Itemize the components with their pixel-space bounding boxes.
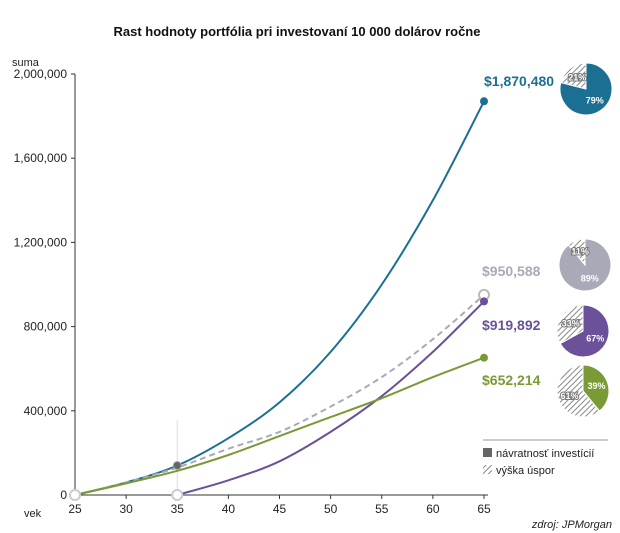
pie-returns-pct-gray: 89% [581, 274, 599, 284]
y-tick-label: 2,000,000 [14, 67, 68, 81]
legend: návratnosť investícií výška úspor [483, 439, 608, 477]
pie-savings-pct-gray: 11% [571, 247, 589, 257]
x-tick-label: 25 [68, 502, 82, 516]
series-point-teal [480, 97, 488, 106]
pie-savings-pct-teal: 21% [568, 73, 586, 83]
pie-returns-pct-purple: 67% [586, 333, 604, 343]
series-line-gray [74, 294, 485, 496]
start-marker-35 [171, 489, 184, 501]
legend-returns-label: návratnosť investícií [496, 448, 594, 460]
series-point-purple [480, 297, 488, 306]
value-label-gray: $950,588 [482, 263, 541, 279]
series-line-teal [74, 100, 485, 496]
x-tick-label: 40 [222, 502, 236, 516]
y-tick-label: 400,000 [24, 404, 68, 418]
y-tick-label: 0 [60, 488, 67, 502]
pie-savings-pct-purple: 33% [562, 319, 580, 329]
chart-title: Rast hodnoty portfólia pri investovaní 1… [114, 24, 481, 39]
source-note: zdroj: JPMorgan [531, 519, 612, 531]
x-tick-label: 35 [171, 502, 185, 516]
start-marker-25 [69, 489, 81, 501]
series-point-green [480, 353, 488, 362]
pie-savings-pct-green: 61% [560, 391, 578, 401]
value-label-purple: $919,892 [482, 317, 541, 333]
marker-layer [69, 97, 490, 501]
x-tick-label: 65 [477, 502, 491, 516]
legend-returns-swatch [483, 448, 492, 457]
x-tick-label: 30 [119, 502, 133, 516]
x-axis-ticks: 25 30 35 40 45 50 55 60 65 [68, 495, 491, 516]
value-label-teal: $1,870,480 [484, 73, 554, 89]
legend-savings-swatch [483, 465, 492, 474]
legend-savings-label: výška úspor [496, 465, 555, 477]
pie-savings-slice-purple [556, 304, 584, 345]
pie-savings-slice-green [556, 364, 601, 418]
x-tick-label: 55 [375, 502, 389, 516]
pie-returns-pct-teal: 79% [586, 95, 604, 105]
x-tick-label: 45 [273, 502, 287, 516]
series-layer [74, 100, 485, 496]
series-line-purple [177, 300, 485, 496]
pie-savings-slice-teal [560, 62, 587, 90]
pie-returns-slice-purple [559, 304, 610, 358]
pie-layer: 79% 21% 89% 11% 67% 33% 39% 61% [556, 62, 613, 418]
value-label-green: $652,214 [482, 372, 541, 388]
y-tick-label: 1,200,000 [14, 235, 68, 249]
pie-savings-slice-gray [567, 238, 586, 267]
y-tick-label: 1,600,000 [14, 151, 68, 165]
y-axis-ticks: 0 400,000 800,000 1,200,000 1,600,000 2,000,0… [14, 67, 75, 502]
series-line-green [74, 356, 485, 496]
value-label-layer: $1,870,480 $950,588 $919,892 $652,214 [482, 73, 554, 388]
x-axis-label: vek [24, 508, 42, 520]
y-tick-label: 800,000 [24, 320, 68, 334]
y-axis-label: suma [12, 57, 40, 69]
x-tick-label: 50 [324, 502, 338, 516]
pie-returns-slice-green [582, 364, 610, 412]
age-35-point [172, 461, 182, 471]
pie-returns-pct-green: 39% [587, 381, 605, 391]
x-tick-label: 60 [426, 502, 440, 516]
